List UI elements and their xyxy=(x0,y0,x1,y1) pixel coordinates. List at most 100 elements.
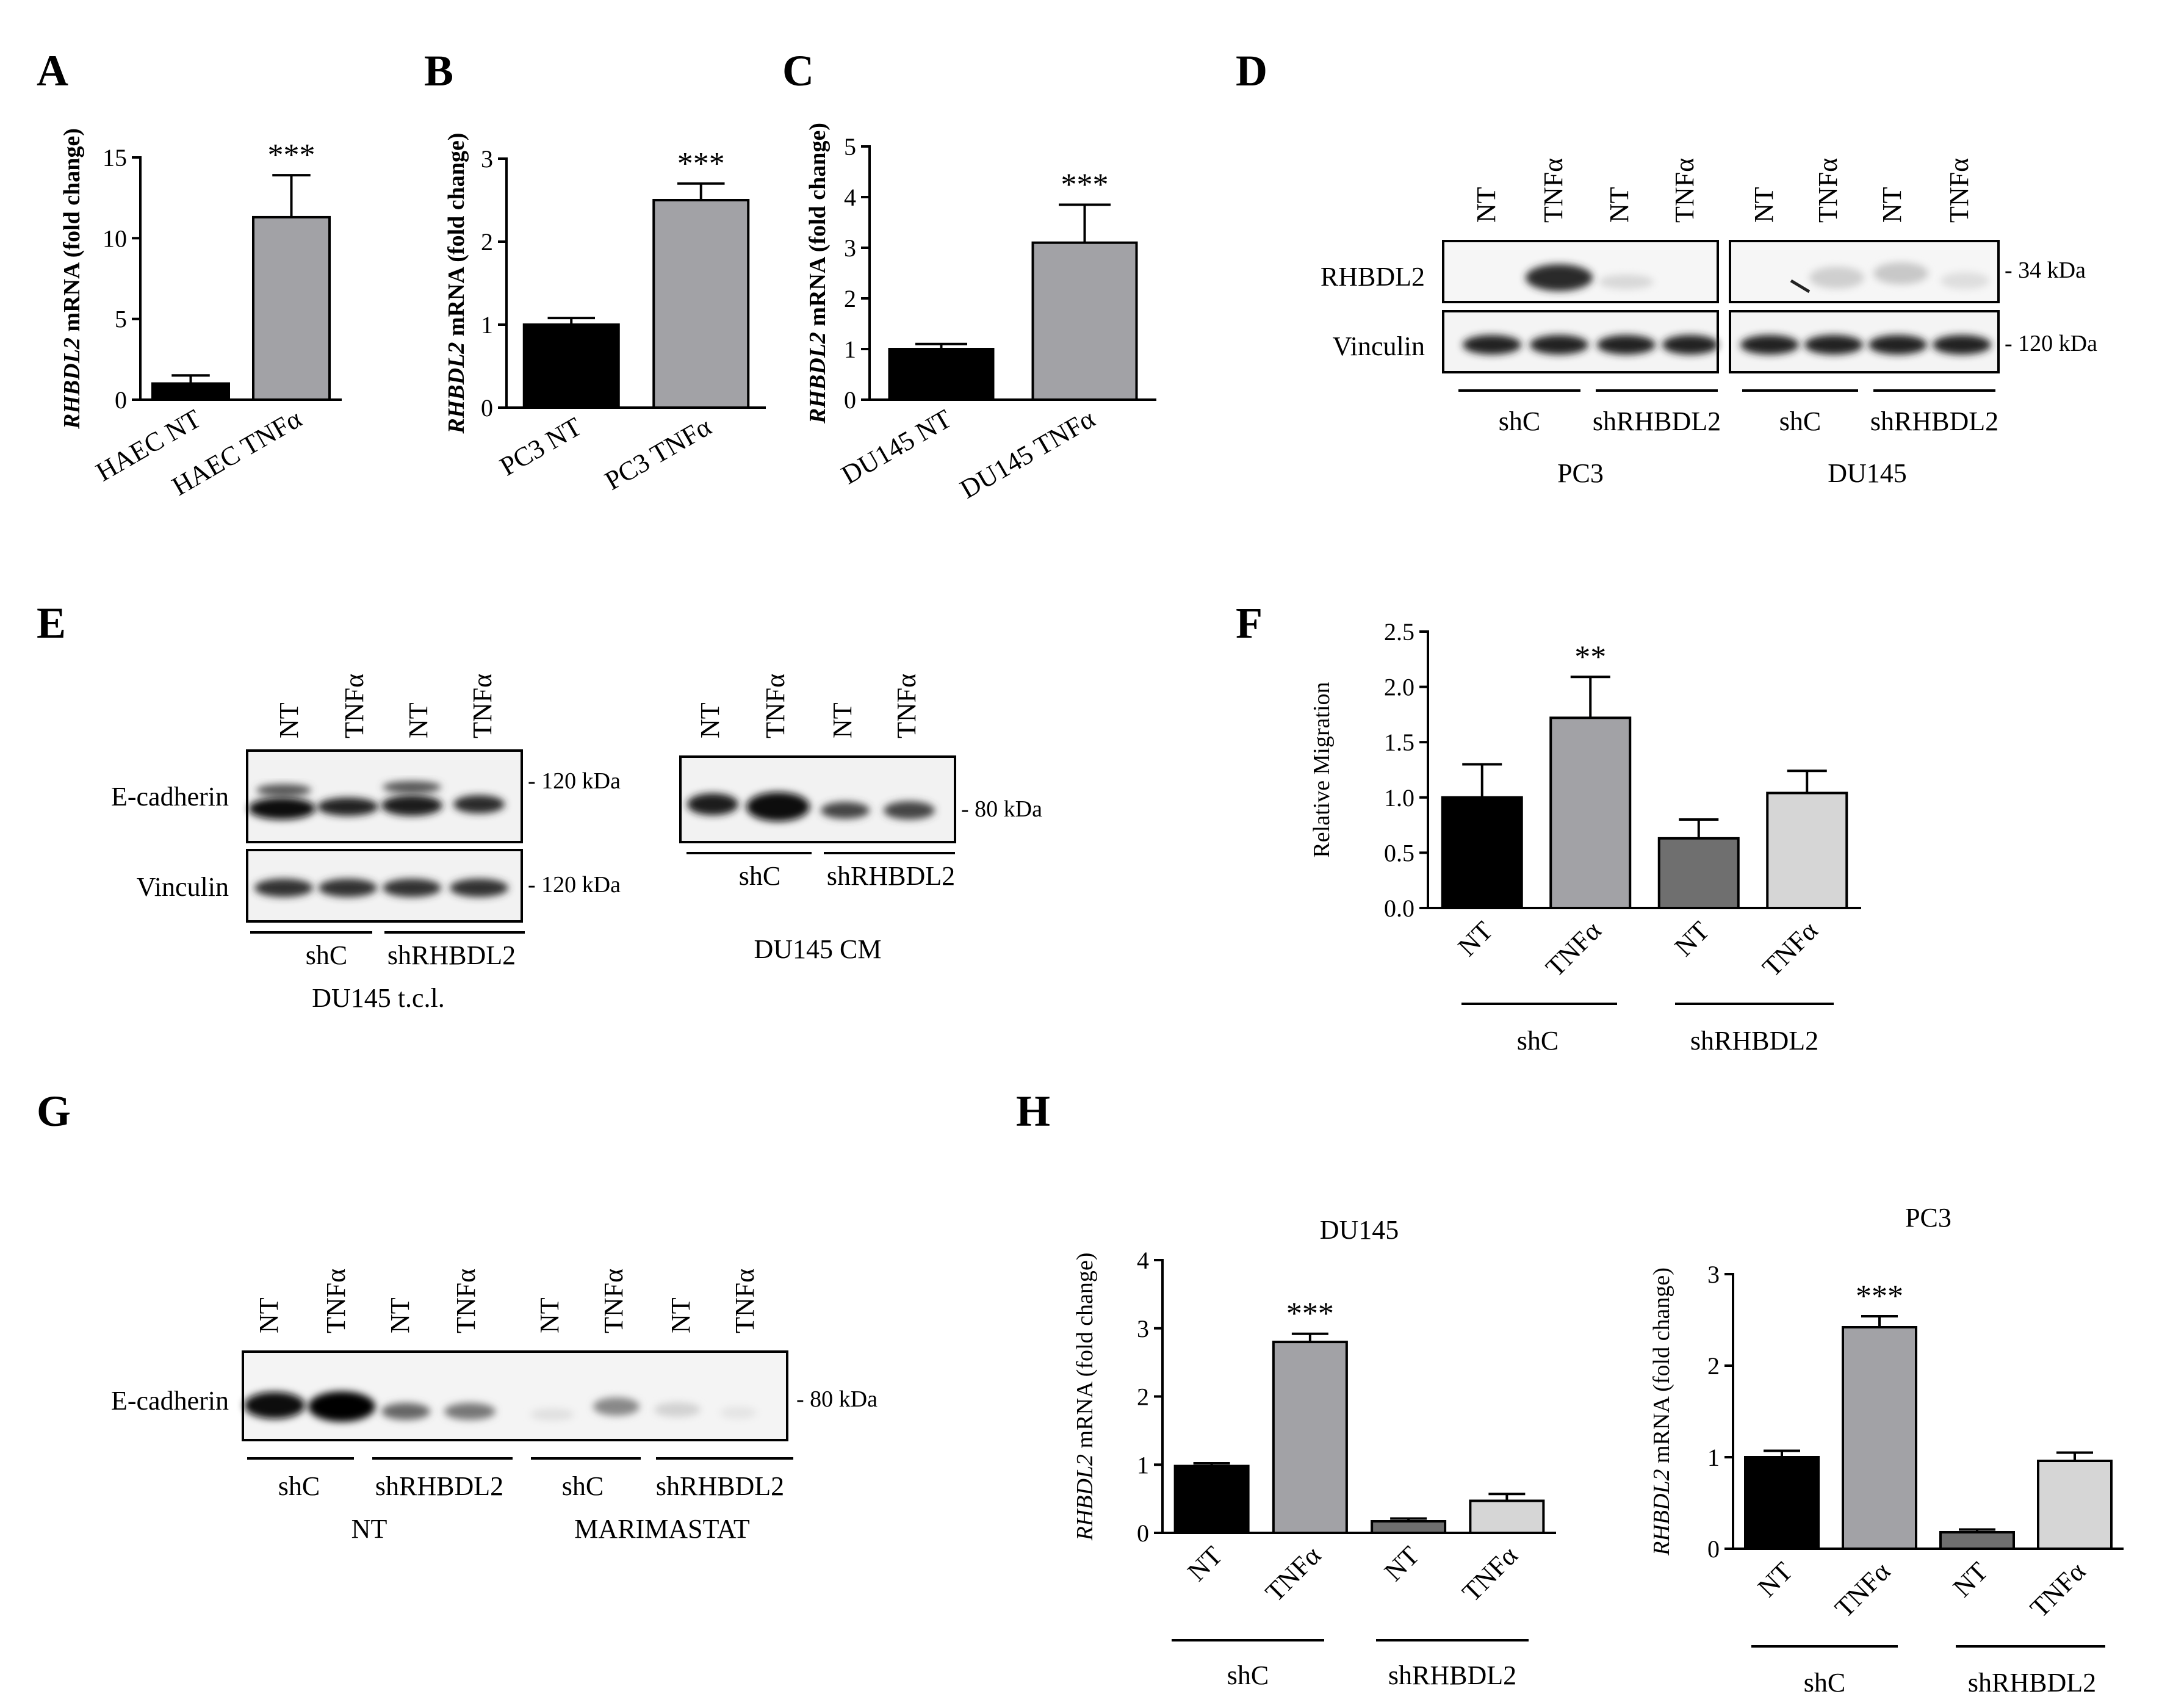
category-label-c: DU145 NT xyxy=(836,403,956,490)
y-tick-label-h-du145: 2 xyxy=(1137,1383,1149,1411)
panel-g-lane-4: TNFα xyxy=(451,1269,481,1333)
panel-e-kda-vinc: - 120 kDa xyxy=(528,872,621,898)
significance-h-du145: *** xyxy=(1286,1297,1334,1331)
panel-e-cm-group-shrhbdl2: shRHBDL2 xyxy=(827,861,955,891)
y-tick-label-h-pc3: 2 xyxy=(1707,1352,1720,1380)
panel-h-pc3-group-shrhbdl2: shRHBDL2 xyxy=(1968,1668,2096,1698)
bar-h-pc3 xyxy=(1939,1531,2015,1550)
y-tick-label-b: 2 xyxy=(481,228,493,256)
y-axis-label-c: RHBDL2 mRNA (fold change) xyxy=(805,123,831,424)
panel-e-kda-cm: - 80 kDa xyxy=(961,796,1042,822)
category-label-f: TNFα xyxy=(1540,915,1607,982)
y-tick-label-h-du145: 0 xyxy=(1137,1519,1149,1547)
panel-e-tcl-group-shrhbdl2: shRHBDL2 xyxy=(387,940,516,970)
panel-letter-f: F xyxy=(1236,599,1263,647)
panel-f-group-shrhbdl2: shRHBDL2 xyxy=(1690,1026,1818,1056)
category-label-b: PC3 NT xyxy=(495,411,587,481)
panel-d-lane-2: TNFα xyxy=(1538,158,1568,223)
panel-g-group-3: shC xyxy=(562,1471,604,1501)
y-tick-label-f: 1.5 xyxy=(1384,729,1414,756)
panel-f-groups: shC shRHBDL2 xyxy=(1461,1003,1834,1056)
panel-e-cm-group-shc: shC xyxy=(739,861,780,891)
panel-h-pc3-group-shc: shC xyxy=(1804,1668,1845,1698)
panel-e-tcl-lane-2: TNFα xyxy=(339,674,369,738)
y-tick-label-a: 10 xyxy=(103,225,127,252)
panel-letter-h: H xyxy=(1016,1087,1050,1136)
y-axis-label-a: RHBDL2 mRNA (fold change) xyxy=(59,128,85,430)
panel-g-lane-3: NT xyxy=(385,1297,415,1333)
y-tick-label-h-pc3: 1 xyxy=(1707,1444,1720,1471)
y-tick-label-f: 1.0 xyxy=(1384,784,1414,812)
panel-e-cm-lane-2: TNFα xyxy=(760,674,790,738)
significance-h-pc3: *** xyxy=(1856,1279,1903,1314)
panel-g-group-2: shRHBDL2 xyxy=(375,1471,503,1501)
panel-e-label-ecadherin: E-cadherin xyxy=(111,782,229,812)
bar-h-du145 xyxy=(1469,1499,1545,1535)
category-label-h-pc3: NT xyxy=(1947,1556,1994,1602)
panel-g-treatment-marimastat: MARIMASTAT xyxy=(574,1514,750,1544)
y-tick-label-a: 0 xyxy=(115,386,127,414)
panel-d-lane-1: NT xyxy=(1471,187,1501,223)
panel-g-lane-2: TNFα xyxy=(321,1269,351,1333)
y-tick-label-h-du145: 4 xyxy=(1137,1247,1149,1274)
y-tick-label-c: 1 xyxy=(844,336,856,363)
chart-panel-h-pc3: 0 1 2 3 NT TNFα NT TNFα *** RHBDL2 mRNA (fold cha… xyxy=(1649,1203,2124,1623)
category-label-h-du145: TNFα xyxy=(1259,1540,1327,1607)
bar-f xyxy=(1657,837,1740,909)
bar-a xyxy=(252,215,331,401)
significance-a: *** xyxy=(268,138,315,173)
panel-g-kda: - 80 kDa xyxy=(796,1386,877,1412)
category-label-h-pc3: TNFα xyxy=(1829,1556,1896,1623)
panel-h-pc3-groups: shC shRHBDL2 xyxy=(1751,1645,2105,1698)
chart-title-h-du145: DU145 xyxy=(1320,1215,1399,1245)
panel-d-group-3: shC xyxy=(1779,406,1821,436)
panel-e-blot: NT TNFα NT TNFα E-cadherin Vinculin - 12… xyxy=(111,674,1042,1013)
panel-letter-c: C xyxy=(782,46,814,95)
y-tick-label-h-du145: 1 xyxy=(1137,1451,1149,1479)
panel-d-cell-du145: DU145 xyxy=(1828,458,1907,488)
category-label-f: TNFα xyxy=(1757,915,1824,982)
panel-d-label-vinculin: Vinculin xyxy=(1333,331,1425,361)
bar-f xyxy=(1766,791,1848,909)
panel-g-treatment-nt: NT xyxy=(351,1514,387,1544)
y-axis-label-f: Relative Migration xyxy=(1309,682,1335,857)
y-tick-label-a: 5 xyxy=(115,306,127,333)
y-tick-label-b: 3 xyxy=(481,145,493,173)
category-label-f: NT xyxy=(1669,915,1715,962)
bar-c xyxy=(888,348,995,401)
panel-d-lane-7: NT xyxy=(1877,187,1907,223)
category-label-h-du145: NT xyxy=(1182,1540,1228,1587)
bar-h-du145 xyxy=(1371,1520,1447,1534)
panel-f-group-shc: shC xyxy=(1517,1026,1559,1056)
panel-d-lane-4: TNFα xyxy=(1670,158,1699,223)
panel-letter-a: A xyxy=(37,46,68,95)
significance-b: *** xyxy=(677,146,725,181)
category-label-h-du145: TNFα xyxy=(1457,1540,1524,1607)
y-tick-label-h-pc3: 0 xyxy=(1707,1535,1720,1563)
panel-e-cm-lane-1: NT xyxy=(695,702,725,738)
panel-d-kda-120: - 120 kDa xyxy=(2005,331,2097,356)
panel-g-lane-8: TNFα xyxy=(730,1269,760,1333)
significance-c: *** xyxy=(1061,167,1109,202)
y-tick-label-b: 0 xyxy=(481,394,493,422)
y-tick-label-h-pc3: 3 xyxy=(1707,1261,1720,1288)
y-axis-label-b: RHBDL2 mRNA (fold change) xyxy=(444,133,469,434)
panel-d-lane-6: TNFα xyxy=(1813,158,1843,223)
panel-d-lane-5: NT xyxy=(1749,187,1779,223)
bar-f xyxy=(1549,716,1632,910)
panel-letter-b: B xyxy=(424,46,453,95)
panel-g-lane-6: TNFα xyxy=(599,1269,629,1333)
chart-panel-f: 0.0 0.5 1.0 1.5 2.0 2.5 NT TNFα NT TNFα ** Relative… xyxy=(1309,618,1861,982)
bar-f xyxy=(1441,796,1523,910)
bar-b xyxy=(522,323,620,409)
panel-g-lane-7: NT xyxy=(666,1297,696,1333)
significance-f: ** xyxy=(1574,640,1606,674)
panel-g-lane-5: NT xyxy=(535,1297,564,1333)
bar-a xyxy=(151,382,230,401)
panel-d-group-2: shRHBDL2 xyxy=(1593,406,1721,436)
y-tick-label-f: 2.0 xyxy=(1384,674,1414,701)
panel-d-lane-3: NT xyxy=(1604,187,1634,223)
chart-title-h-pc3: PC3 xyxy=(1905,1203,1951,1233)
panel-letter-d: D xyxy=(1236,46,1267,95)
